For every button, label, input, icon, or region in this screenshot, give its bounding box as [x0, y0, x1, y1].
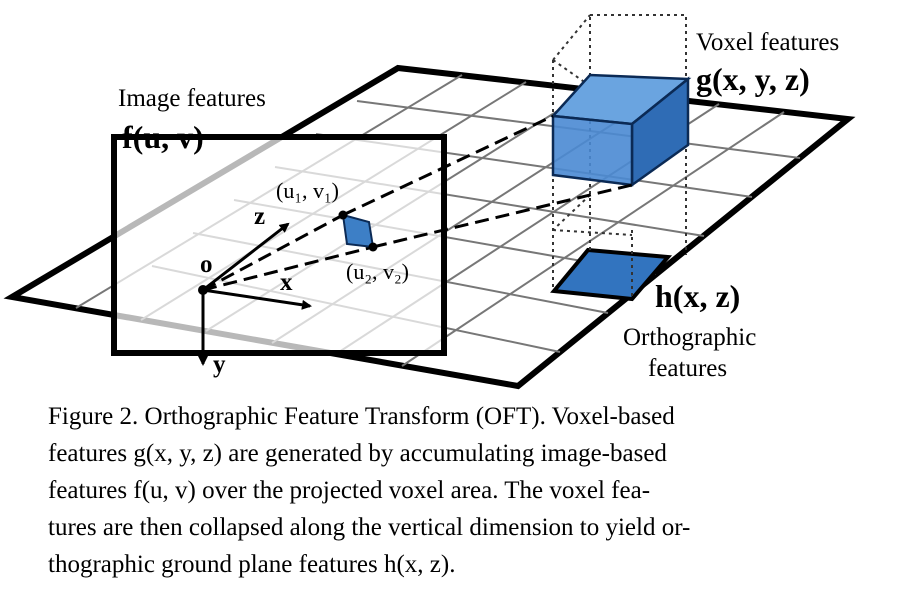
oft-diagram: Image features f(u, v) Voxel features g(… [3, 14, 856, 390]
orthographic-cell [550, 247, 673, 302]
axis-z-label: z [254, 203, 265, 230]
caption-line: Figure 2. Orthographic Feature Transform… [48, 403, 675, 430]
caption-line: tures are then collapsed along the verti… [48, 514, 691, 541]
voxel-func-label: g(x, y, z) [696, 61, 810, 97]
origin-label: o [200, 251, 213, 278]
image-func-label: f(u, v) [122, 119, 204, 155]
image-plane [111, 134, 447, 356]
point-2-marker [368, 242, 378, 252]
ortho-features-label-2: features [648, 355, 727, 382]
ortho-func-label: h(x, z) [655, 278, 740, 314]
point-1-label: (u₁, v₁) [276, 178, 339, 203]
axes [198, 222, 312, 366]
caption-line: features f(u, v) over the projected voxe… [48, 477, 651, 504]
voxel-features-label: Voxel features [696, 29, 839, 56]
axis-x-label: x [280, 269, 293, 296]
ortho-features-label-1: Orthographic [623, 324, 756, 351]
figure-caption: Figure 2. Orthographic Feature Transform… [48, 398, 868, 583]
image-features-label: Image features [118, 85, 266, 112]
voxel-cube [550, 73, 692, 188]
projection-lines [202, 114, 633, 292]
caption-line: features g(x, y, z) are generated by acc… [48, 440, 667, 467]
point-1-marker [338, 210, 348, 220]
origin-marker [198, 285, 208, 295]
axis-y-label: y [213, 351, 226, 378]
point-2-label: (u₂, v₂) [346, 259, 409, 284]
caption-line: thographic ground plane features h(x, z)… [48, 551, 456, 578]
